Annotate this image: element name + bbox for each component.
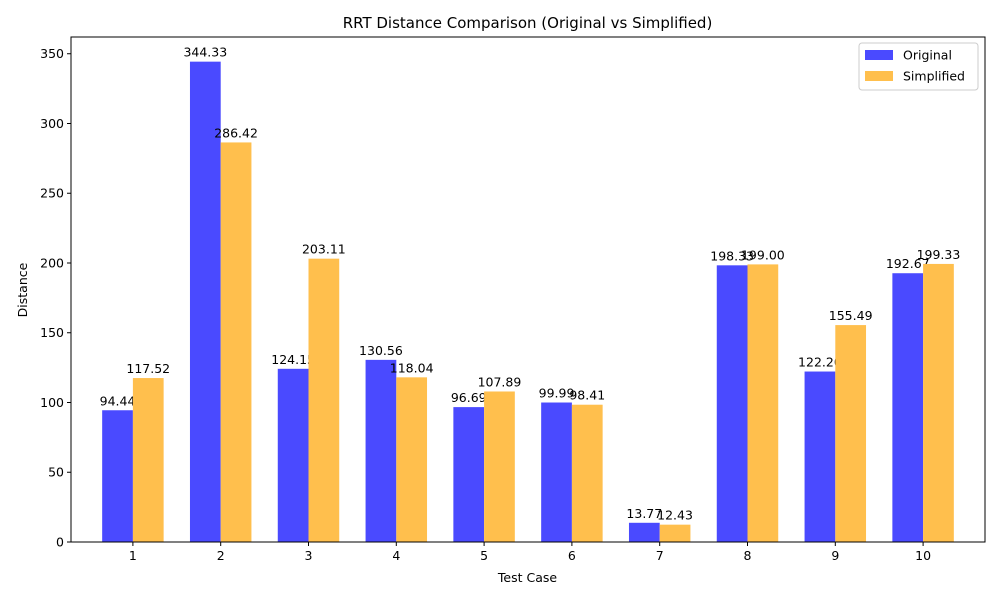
data-label-simplified-10: 199.33 [917,247,961,262]
bar-simplified-7 [659,524,691,542]
bar-original-5 [453,407,485,542]
data-label-simplified-7: 12.43 [657,508,693,523]
data-label-original-8: 198.33 [710,248,754,263]
bar-simplified-8 [747,264,779,542]
legend-label-original: Original [903,48,952,63]
y-tick-label-0: 0 [56,535,64,550]
chart-title: RRT Distance Comparison (Original vs Sim… [343,14,713,32]
y-tick-label-150: 150 [40,325,64,340]
y-tick-label-50: 50 [48,465,64,480]
y-tick-label-200: 200 [40,255,64,270]
data-label-original-7: 13.77 [626,506,662,521]
x-tick-label-10: 10 [915,548,931,563]
legend-swatch-simplified [865,71,893,81]
data-label-simplified-5: 107.89 [478,374,522,389]
data-label-original-2: 344.33 [183,45,227,60]
bar-simplified-6 [571,404,603,542]
x-tick-label-8: 8 [744,548,752,563]
y-tick-label-350: 350 [40,46,64,61]
x-tick-label-3: 3 [305,548,313,563]
x-axis-label: Test Case [497,570,557,585]
data-label-simplified-4: 118.04 [390,360,434,375]
bar-original-8 [716,265,748,542]
x-tick-label-5: 5 [480,548,488,563]
data-label-simplified-9: 155.49 [829,308,873,323]
x-tick-label-6: 6 [568,548,576,563]
x-tick-label-2: 2 [217,548,225,563]
bar-original-10 [892,273,924,542]
bar-original-7 [628,522,660,542]
y-tick-label-300: 300 [40,116,64,131]
data-label-original-5: 96.69 [451,390,487,405]
x-tick-label-4: 4 [392,548,400,563]
bar-simplified-10 [923,263,954,542]
y-tick-label-250: 250 [40,186,64,201]
data-label-simplified-1: 117.52 [126,361,170,376]
bar-original-2 [189,61,221,542]
legend-swatch-original [865,50,893,60]
bar-simplified-9 [835,325,867,542]
data-label-simplified-3: 203.11 [302,242,346,257]
bar-original-1 [102,410,133,542]
data-label-simplified-6: 98.41 [569,388,605,403]
axes-frame [70,36,986,543]
x-tick-label-7: 7 [656,548,664,563]
data-label-simplified-8: 199.00 [741,247,785,262]
legend-label-simplified: Simplified [903,69,965,84]
y-axis-label: Distance [15,262,30,317]
data-label-original-3: 124.15 [271,352,315,367]
bar-simplified-4 [396,377,428,542]
data-label-simplified-2: 286.42 [214,125,258,140]
bar-original-4 [365,359,397,542]
bar-original-6 [541,402,572,542]
bar-original-3 [277,368,309,542]
bar-simplified-3 [308,258,340,542]
data-label-original-1: 94.44 [100,393,136,408]
data-label-original-4: 130.56 [359,343,403,358]
x-tick-label-9: 9 [831,548,839,563]
x-tick-label-1: 1 [129,548,137,563]
bar-original-9 [804,371,836,542]
y-tick-label-100: 100 [40,395,64,410]
bar-simplified-2 [220,142,252,542]
data-label-original-6: 99.99 [539,386,575,401]
bar-simplified-1 [132,378,164,542]
data-label-original-9: 122.20 [798,355,842,370]
data-label-original-10: 192.67 [886,256,930,271]
bar-simplified-5 [484,391,515,542]
